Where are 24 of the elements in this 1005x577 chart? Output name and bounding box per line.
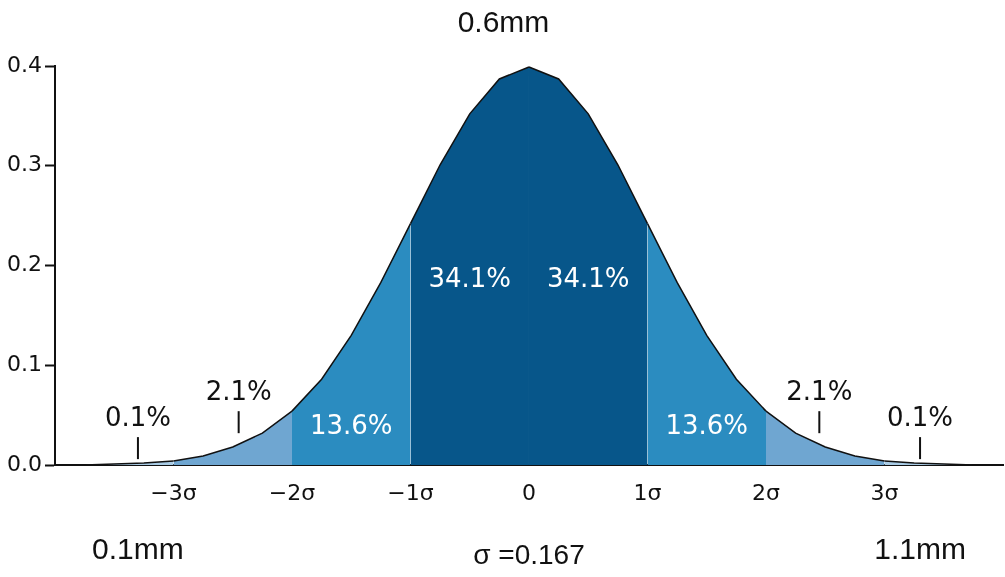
- x-tick-label: −1σ: [387, 479, 434, 505]
- annotation: 13.6%: [309, 409, 393, 440]
- y-tick-label: 0.4: [6, 51, 42, 77]
- text: 1.1mm: [874, 532, 966, 566]
- annotation: 2.1%: [205, 375, 272, 406]
- y-tick-label: 0.2: [6, 251, 42, 277]
- x-tick-label: −3σ: [150, 479, 197, 505]
- chart-title: 0.6mm: [457, 5, 550, 39]
- annotation: 34.1%: [546, 263, 630, 294]
- y-tick-label: 0.1: [6, 350, 42, 376]
- x-tick-label: 0: [521, 479, 536, 505]
- y-tick-label: 0.3: [6, 151, 42, 177]
- y-tick-label: 0.0: [6, 450, 42, 476]
- x-axis-title: σ =0.167: [473, 538, 585, 570]
- x-tick-label: 1σ: [633, 479, 662, 505]
- x-tick-label: 2σ: [752, 479, 781, 505]
- annotation: 34.1%: [428, 263, 512, 294]
- text: 0.1mm: [92, 532, 184, 566]
- x-tick-label: 3σ: [870, 479, 899, 505]
- annotation: 13.6%: [665, 409, 749, 440]
- annotation: 0.1%: [887, 401, 954, 432]
- x-tick-label: −2σ: [268, 479, 316, 505]
- annotation: 2.1%: [786, 375, 853, 406]
- annotation: 0.1%: [104, 401, 171, 432]
